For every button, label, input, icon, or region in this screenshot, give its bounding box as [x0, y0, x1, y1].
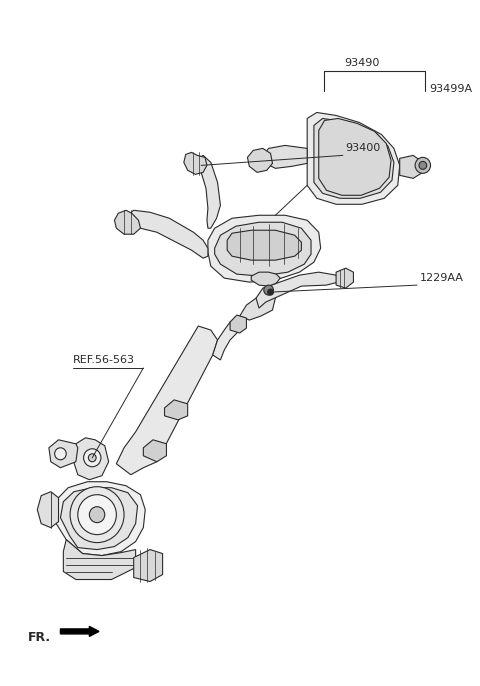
FancyArrow shape — [60, 626, 99, 637]
Polygon shape — [263, 145, 307, 168]
Polygon shape — [126, 211, 208, 258]
Circle shape — [264, 285, 274, 295]
Text: FR.: FR. — [28, 631, 51, 644]
Circle shape — [78, 495, 116, 534]
Polygon shape — [60, 488, 138, 549]
Text: 93490: 93490 — [345, 58, 380, 67]
Circle shape — [84, 449, 101, 466]
Polygon shape — [184, 152, 207, 174]
Circle shape — [89, 507, 105, 523]
Polygon shape — [336, 268, 353, 288]
Polygon shape — [400, 156, 423, 178]
Circle shape — [268, 289, 274, 295]
Polygon shape — [114, 211, 141, 234]
Text: 93499A: 93499A — [430, 84, 473, 93]
Polygon shape — [208, 215, 321, 282]
Polygon shape — [144, 440, 167, 462]
Polygon shape — [307, 113, 400, 204]
Polygon shape — [230, 315, 246, 333]
Polygon shape — [198, 156, 220, 228]
Polygon shape — [256, 272, 338, 308]
Polygon shape — [314, 119, 394, 198]
Polygon shape — [247, 148, 273, 172]
Polygon shape — [63, 540, 136, 580]
Polygon shape — [227, 230, 301, 260]
Polygon shape — [319, 119, 391, 196]
Circle shape — [88, 453, 96, 462]
Circle shape — [70, 486, 124, 543]
Polygon shape — [116, 326, 217, 475]
Polygon shape — [54, 482, 145, 556]
Polygon shape — [213, 316, 243, 360]
Polygon shape — [165, 400, 188, 420]
Polygon shape — [73, 438, 108, 480]
Circle shape — [415, 157, 431, 174]
Text: 1229AA: 1229AA — [420, 273, 464, 283]
Polygon shape — [251, 272, 280, 286]
Text: 93400: 93400 — [346, 143, 381, 154]
Circle shape — [419, 161, 427, 169]
Polygon shape — [240, 294, 276, 320]
Circle shape — [55, 448, 66, 460]
Text: REF.56-563: REF.56-563 — [73, 355, 135, 365]
Polygon shape — [134, 549, 163, 582]
Polygon shape — [49, 440, 78, 468]
Polygon shape — [37, 492, 59, 528]
Polygon shape — [215, 222, 311, 276]
